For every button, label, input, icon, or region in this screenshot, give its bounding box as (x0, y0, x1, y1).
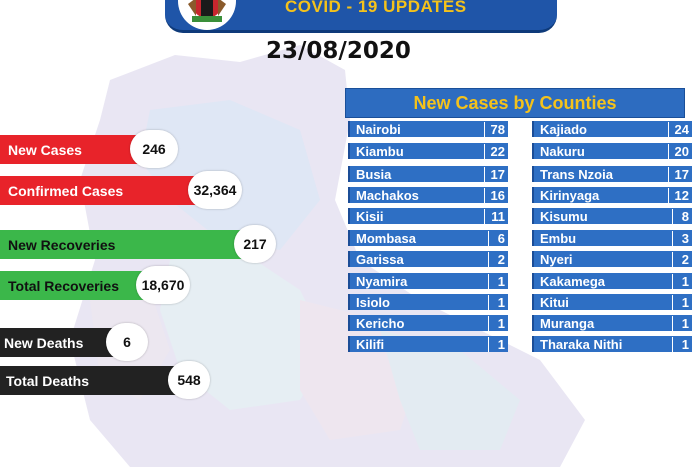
county-row: Busia 17 (348, 166, 508, 182)
stat-total-recoveries: Total Recoveries 18,670 (0, 266, 190, 304)
county-case-count: 1 (672, 336, 689, 352)
county-name: Kirinyaga (540, 187, 600, 203)
county-row: Trans Nzoia 17 (532, 166, 692, 182)
stat-label: New Deaths (0, 328, 118, 357)
stat-value: 6 (106, 323, 148, 361)
stat-value: 18,670 (136, 266, 190, 304)
county-row: Tharaka Nithi 1 (532, 336, 692, 352)
county-case-count: 1 (488, 294, 505, 310)
county-name: Busia (356, 166, 392, 182)
county-row: Kitui 1 (532, 294, 692, 310)
county-row: Garissa 2 (348, 251, 508, 267)
stat-label: Total Deaths (0, 366, 186, 395)
county-case-count: 1 (488, 273, 505, 289)
county-row: Nyeri 2 (532, 251, 692, 267)
county-row: Isiolo 1 (348, 294, 508, 310)
county-name: Kilifi (356, 336, 385, 352)
county-name: Kisii (356, 208, 384, 224)
county-name: Embu (540, 230, 577, 246)
stat-label: Confirmed Cases (0, 176, 200, 205)
stat-value: 548 (168, 361, 210, 399)
county-name: Machakos (356, 187, 419, 203)
county-name: Nakuru (540, 143, 585, 159)
county-name: Kajiado (540, 121, 587, 137)
county-row: Kilifi 1 (348, 336, 508, 352)
county-case-count: 2 (672, 251, 689, 267)
stat-value: 32,364 (188, 171, 242, 209)
county-row: Machakos 16 (348, 187, 508, 203)
county-case-count: 2 (488, 251, 505, 267)
county-name: Nairobi (356, 121, 401, 137)
county-row: Muranga 1 (532, 315, 692, 331)
county-case-count: 24 (667, 121, 689, 137)
county-name: Kisumu (540, 208, 588, 224)
county-row: Kiambu 22 (348, 143, 508, 159)
header-title: COVID - 19 UPDATES (285, 0, 467, 16)
county-case-count: 1 (672, 315, 689, 331)
stat-new-recoveries: New Recoveries 217 (0, 225, 276, 263)
county-case-count: 17 (483, 166, 505, 182)
report-date: 23/08/2020 (266, 38, 411, 64)
county-name: Muranga (540, 315, 595, 331)
county-name: Kakamega (540, 273, 606, 289)
county-case-count: 1 (672, 273, 689, 289)
counties-panel-title: New Cases by Counties (345, 88, 685, 118)
coat-of-arms-logo (178, 0, 236, 30)
stat-label: New Recoveries (0, 230, 248, 259)
county-name: Trans Nzoia (540, 166, 613, 182)
county-name: Kitui (540, 294, 569, 310)
county-row: Nyamira 1 (348, 273, 508, 289)
county-name: Kericho (356, 315, 405, 331)
county-row: Nairobi 78 (348, 121, 508, 137)
county-name: Mombasa (356, 230, 416, 246)
stat-new-cases: New Cases 246 (0, 130, 178, 168)
county-case-count: 1 (488, 336, 505, 352)
stat-confirmed-cases: Confirmed Cases 32,364 (0, 171, 242, 209)
county-case-count: 8 (672, 208, 689, 224)
stat-label: New Cases (0, 135, 148, 164)
county-case-count: 11 (484, 208, 505, 224)
county-row: Kakamega 1 (532, 273, 692, 289)
county-name: Garissa (356, 251, 404, 267)
stat-total-deaths: Total Deaths 548 (0, 361, 210, 399)
stat-value: 246 (130, 130, 178, 168)
county-case-count: 1 (488, 315, 505, 331)
county-row: Kericho 1 (348, 315, 508, 331)
county-name: Tharaka Nithi (540, 336, 623, 352)
county-case-count: 6 (488, 230, 505, 246)
county-name: Nyamira (356, 273, 408, 289)
county-name: Nyeri (540, 251, 573, 267)
county-row: Kajiado 24 (532, 121, 692, 137)
county-row: Kisumu 8 (532, 208, 692, 224)
county-name: Isiolo (356, 294, 390, 310)
county-case-count: 22 (483, 143, 505, 159)
county-case-count: 78 (483, 121, 505, 137)
county-row: Nakuru 20 (532, 143, 692, 159)
county-case-count: 3 (672, 230, 689, 246)
county-name: Kiambu (356, 143, 404, 159)
county-row: Embu 3 (532, 230, 692, 246)
stat-new-deaths: New Deaths 6 (0, 323, 148, 361)
county-case-count: 12 (667, 187, 689, 203)
county-row: Kirinyaga 12 (532, 187, 692, 203)
county-case-count: 17 (667, 166, 689, 182)
county-row: Mombasa 6 (348, 230, 508, 246)
county-row: Kisii 11 (348, 208, 508, 224)
stat-label: Total Recoveries (0, 271, 148, 300)
county-case-count: 1 (672, 294, 689, 310)
county-case-count: 20 (667, 143, 689, 159)
stat-value: 217 (234, 225, 276, 263)
county-case-count: 16 (483, 187, 505, 203)
